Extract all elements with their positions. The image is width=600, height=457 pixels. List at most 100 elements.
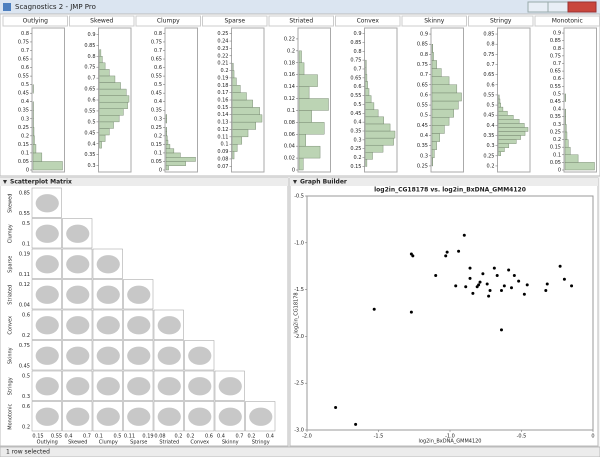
disclosure-icon[interactable]	[293, 180, 297, 184]
plot-frame	[164, 27, 198, 173]
y-tick-label: 0.08	[217, 156, 228, 162]
histogram-title: Clumpy	[157, 18, 180, 25]
histogram-bar	[431, 141, 437, 150]
point	[499, 328, 503, 332]
y-tick-label: 0.2	[221, 68, 229, 74]
column-label: Skewed	[68, 440, 87, 446]
y-tick-label: 0.4	[154, 99, 162, 105]
y-tick-label: 0.25	[217, 31, 228, 37]
histogram-bar	[431, 76, 450, 85]
y-tick-label: 0.8	[354, 49, 362, 55]
row-tick: 0.85	[19, 191, 30, 197]
y-tick-label: 0.65	[151, 57, 162, 63]
x-tick-label: -2.0	[302, 434, 312, 440]
row-tick: 0.75	[19, 343, 30, 349]
y-tick-label: 0.85	[550, 38, 561, 44]
histogram-bar	[564, 131, 568, 140]
y-tick-label: 0.3	[154, 116, 162, 122]
column-tick: 0.55	[51, 434, 62, 440]
column-label: Convex	[190, 440, 209, 446]
histogram-bar	[498, 119, 520, 124]
y-tick-label: 0.55	[151, 74, 162, 80]
histogram-bar	[165, 161, 186, 166]
histogram-bar	[564, 108, 566, 117]
cell-scatter	[127, 407, 151, 426]
panel-header	[135, 15, 201, 27]
y-tick-label: 0.7	[487, 62, 495, 68]
y-tick-label: 0.04	[284, 144, 295, 150]
histogram-bar	[498, 110, 508, 116]
histogram-bar	[32, 152, 43, 162]
histogram-bar	[165, 127, 167, 132]
histogram-bar	[99, 88, 127, 96]
histogram-title: Skewed	[90, 18, 113, 25]
y-tick-label: 0.9	[553, 31, 561, 37]
histogram-bar	[32, 161, 63, 171]
row-label: Striated	[8, 285, 14, 305]
panel-header	[401, 15, 467, 27]
histogram-bar	[298, 98, 329, 111]
plot-frame	[306, 195, 594, 431]
histogram-bar	[498, 135, 521, 140]
row-tick: 0.2	[22, 425, 30, 431]
point	[509, 286, 513, 290]
histogram-bar	[564, 162, 595, 171]
maximize-button[interactable]	[547, 1, 569, 13]
histogram-bar	[232, 70, 235, 79]
cell-scatter	[127, 316, 151, 335]
disclosure-icon[interactable]	[3, 180, 7, 184]
y-tick-label: 0.2	[154, 133, 162, 139]
histogram-bar	[365, 74, 368, 82]
row-tick: 0.6	[22, 404, 30, 410]
y-tick-label: 0.8	[553, 46, 561, 52]
row-label: Skewed	[8, 194, 14, 213]
row-tick: 0.1	[22, 242, 30, 248]
y-tick-label: 0.8	[154, 31, 162, 37]
histogram-bar	[298, 157, 304, 171]
point	[485, 282, 489, 286]
cell-scatter	[127, 377, 151, 396]
minimize-button[interactable]	[527, 1, 549, 13]
histogram-bar	[498, 147, 505, 152]
histogram-title: Striated	[289, 18, 313, 25]
histogram-bar	[32, 144, 37, 154]
point	[502, 284, 506, 288]
y-tick-label: 0.65	[417, 82, 428, 88]
cell-scatter	[35, 407, 59, 426]
point	[468, 276, 472, 280]
column-label: Sparse	[130, 440, 147, 446]
histogram-bar	[431, 60, 437, 69]
y-tick-label: -3.0	[294, 428, 304, 434]
panel-header	[268, 15, 334, 27]
cell-scatter	[96, 377, 120, 396]
column-tick: 0.7	[83, 434, 91, 440]
column-label: Stringy	[252, 440, 270, 446]
histogram-bar	[365, 159, 368, 167]
histogram-bar	[232, 85, 241, 93]
y-tick-label: 0.85	[350, 40, 361, 46]
histogram-bar	[498, 115, 514, 120]
y-tick-label: 0.35	[417, 143, 428, 149]
y-tick-label: 0.65	[483, 72, 494, 78]
y-tick-label: 0.35	[18, 108, 29, 114]
y-tick-label: 0.4	[21, 99, 29, 105]
histogram-bar	[365, 102, 375, 110]
row-label: Sparse	[8, 256, 14, 273]
y-tick-label: 0.2	[354, 155, 362, 161]
y-tick-label: 0.22	[217, 53, 228, 59]
plot-frame	[497, 27, 531, 173]
window-title: Scagnostics 2 - JMP Pro	[15, 3, 96, 11]
y-tick-label: 0.45	[84, 130, 95, 136]
column-tick: 0.2	[248, 434, 256, 440]
close-button[interactable]	[567, 1, 597, 13]
cell-scatter	[35, 346, 59, 365]
histogram-bar	[365, 67, 367, 75]
x-tick-label: -0.5	[517, 434, 527, 440]
histogram-bar	[165, 156, 196, 162]
y-tick-label: 0.2	[287, 48, 295, 54]
histogram-bar	[232, 92, 247, 101]
histogram-bar	[365, 137, 394, 146]
cell-scatter	[218, 407, 242, 426]
row-tick: 0.3	[22, 394, 30, 400]
matrix-header	[0, 178, 288, 186]
